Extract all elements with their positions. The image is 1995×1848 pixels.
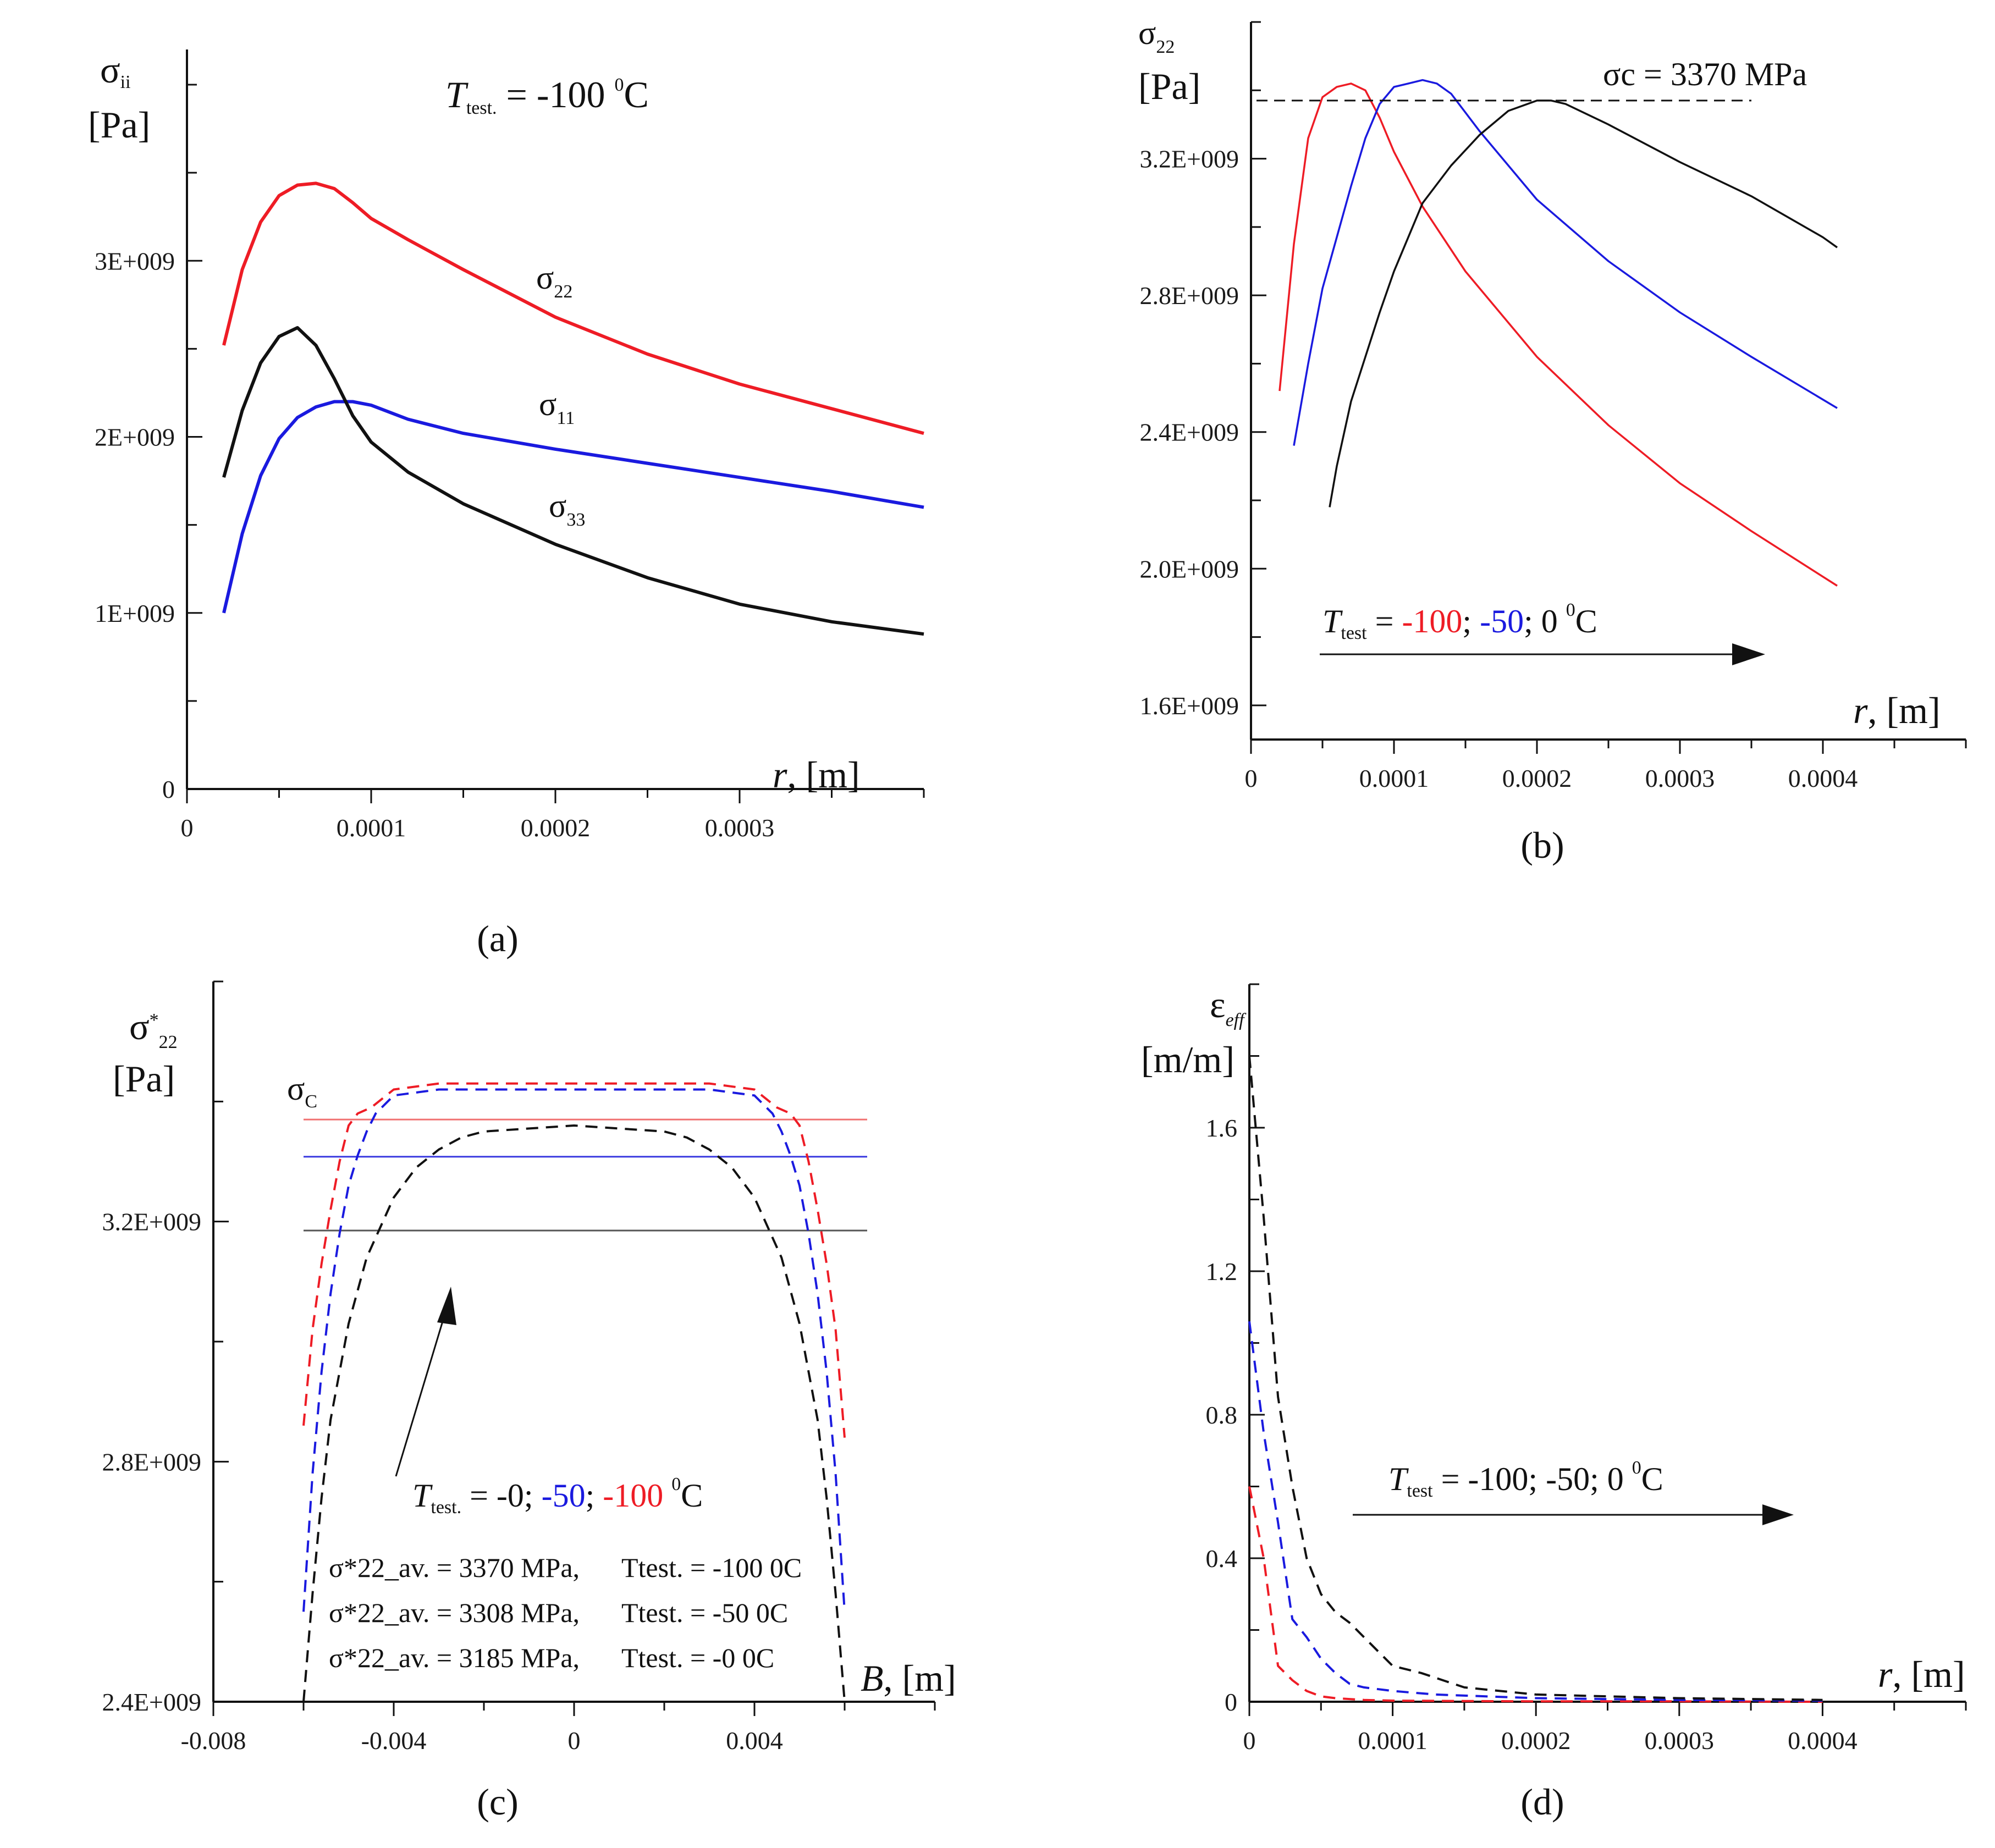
x-tick-label: 0.0003 <box>1645 1726 1715 1755</box>
series-line-1 <box>302 1088 846 1612</box>
legend-text: Ttest = -100; -50; 0 0C <box>1322 600 1597 643</box>
x-tick-label: 0 <box>181 814 194 842</box>
x-tick-label: 0.0002 <box>1501 1726 1571 1755</box>
average-temperature: Ttest. = -100 0C <box>621 1552 802 1583</box>
series-line-2 <box>222 326 924 636</box>
temperature-annotation: Ttest. = -100 0C <box>445 74 649 118</box>
x-tick-label: 0 <box>568 1726 581 1755</box>
x-tick-label: 0 <box>1243 1726 1256 1755</box>
series-line-0 <box>1278 82 1838 587</box>
threshold-label: σC <box>287 1071 317 1112</box>
y-axis-label-unit: [Pa] <box>88 104 150 146</box>
y-tick-label: 2.4E+009 <box>1139 418 1239 446</box>
x-axis-label: r, [m] <box>773 754 860 796</box>
series-line-1 <box>1248 1321 1823 1702</box>
legend-arrow-head <box>1732 643 1765 665</box>
panel-label: (b) <box>1520 824 1564 866</box>
x-tick-label: 0 <box>1245 764 1258 792</box>
panel-a-chart: 0 1E+009 2E+009 3E+009 0 0.0001 0.0002 0.0003 σi… <box>88 49 925 959</box>
y-tick-label: 0 <box>162 775 175 803</box>
average-label: σ*22_av. = 3308 MPa, <box>329 1597 580 1628</box>
y-tick-label: 2.0E+009 <box>1139 555 1239 583</box>
average-label: σ*22_av. = 3370 MPa, <box>329 1552 580 1583</box>
x-axis-label: r, [m] <box>1853 689 1941 731</box>
x-tick-label: 0.0002 <box>521 814 591 842</box>
y-tick-label: 1E+009 <box>95 599 175 627</box>
y-tick-label: 3.2E+009 <box>102 1208 201 1236</box>
panel-label: (c) <box>477 1781 518 1823</box>
y-tick-label: 1.6E+009 <box>1139 692 1239 720</box>
y-tick-label: 0 <box>1225 1688 1237 1716</box>
y-axis-label-unit: [Pa] <box>113 1058 175 1100</box>
x-tick-label: 0.004 <box>726 1726 783 1755</box>
y-axis-label-symbol: σii <box>100 49 131 92</box>
series-line-1 <box>222 400 924 614</box>
y-tick-label: 0.8 <box>1206 1401 1238 1429</box>
curve-label: σ11 <box>539 386 575 428</box>
series-line-0 <box>222 181 924 435</box>
y-tick-label: 1.6 <box>1206 1114 1238 1142</box>
panel-d-chart: 0 0.4 0.8 1.2 1.6 0 0.0001 0.0002 0.0003 0.0004 εe… <box>1141 983 1967 1823</box>
series-line-2 <box>1329 100 1838 507</box>
x-tick-label: 0.0001 <box>337 814 406 842</box>
x-tick-label: 0.0004 <box>1788 1726 1858 1755</box>
y-tick-label: 2.8E+009 <box>102 1448 201 1476</box>
legend-arrow-head <box>1762 1504 1794 1525</box>
panel-label: (d) <box>1520 1781 1564 1823</box>
y-axis-label-unit: [m/m] <box>1141 1039 1235 1080</box>
y-axis-label-symbol: σ22 <box>1138 15 1175 57</box>
average-temperature: Ttest. = -0 0C <box>621 1642 774 1673</box>
x-tick-label: 0.0003 <box>705 814 775 842</box>
legend-text: Ttest = -100; -50; 0 0C <box>1388 1458 1663 1501</box>
x-tick-label: 0.0003 <box>1645 764 1715 792</box>
panel-c-chart: 2.4E+009 2.8E+009 3.2E+009 -0.008 -0.004 0 0.0… <box>102 980 956 1823</box>
panel-label: (a) <box>477 918 518 959</box>
average-temperature: Ttest. = -50 0C <box>621 1597 788 1628</box>
y-tick-label: 2.8E+009 <box>1139 282 1239 310</box>
y-tick-label: 2E+009 <box>95 423 175 451</box>
x-tick-label: 0.0001 <box>1359 764 1429 792</box>
series-line-0 <box>302 1082 846 1438</box>
threshold-label: σc = 3370 MPa <box>1603 56 1807 92</box>
y-tick-label: 0.4 <box>1206 1544 1238 1573</box>
y-tick-label: 3E+009 <box>95 247 175 275</box>
y-tick-label: 1.2 <box>1206 1257 1238 1286</box>
x-axis-label: r, [m] <box>1878 1653 1965 1695</box>
series-line-1 <box>1293 79 1838 446</box>
x-tick-label: 0.0004 <box>1788 764 1858 792</box>
average-label: σ*22_av. = 3185 MPa, <box>329 1642 580 1673</box>
panel-b-chart: 1.6E+009 2.0E+009 2.4E+009 2.8E+009 3.2E+009… <box>1138 15 1967 866</box>
y-axis-label-symbol: σ*22 <box>129 1006 178 1052</box>
legend-text: Ttest. = -0; -50; -100 0C <box>412 1474 703 1518</box>
y-axis-label-unit: [Pa] <box>1138 65 1200 107</box>
x-axis-label: B, [m] <box>861 1657 956 1699</box>
legend-arrow-head <box>437 1287 456 1325</box>
curve-label: σ22 <box>536 260 572 302</box>
series-line-2 <box>1248 1056 1823 1701</box>
series-line-0 <box>1248 1486 1823 1703</box>
x-tick-label: 0.0001 <box>1358 1726 1428 1755</box>
legend-arrow-line <box>395 1308 448 1477</box>
series-line-2 <box>302 1124 846 1702</box>
y-axis-label-symbol: εeff <box>1210 984 1247 1030</box>
curve-label: σ33 <box>549 488 585 530</box>
y-tick-label: 2.4E+009 <box>102 1688 201 1716</box>
x-tick-label: 0.0002 <box>1502 764 1572 792</box>
x-tick-label: -0.004 <box>361 1726 427 1755</box>
y-tick-label: 3.2E+009 <box>1139 145 1239 173</box>
x-tick-label: -0.008 <box>181 1726 246 1755</box>
